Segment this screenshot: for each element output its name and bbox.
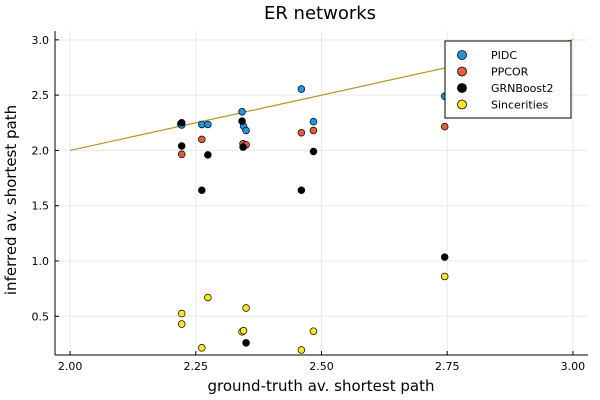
data-point (177, 119, 186, 127)
data-point (204, 120, 212, 129)
data-point (204, 151, 212, 159)
series-pidc-points (176, 85, 449, 135)
y-tick-label: 2.5 (32, 89, 50, 102)
chart-title: ER networks (264, 3, 376, 24)
data-point (177, 142, 186, 150)
data-point (242, 304, 250, 312)
data-point (440, 272, 449, 281)
data-point (177, 150, 186, 159)
data-point (297, 346, 306, 354)
series-sincerities-points (177, 272, 449, 354)
y-tick-label: 0.5 (32, 310, 50, 323)
axes (54, 31, 588, 356)
legend-label: GRNBoost2 (491, 82, 553, 95)
x-tick-label: 2.00 (58, 360, 83, 373)
data-point (309, 327, 318, 335)
data-point (198, 135, 206, 144)
x-tick-label: 2.25 (184, 360, 209, 373)
data-point (440, 122, 449, 131)
legend-label: Sincerities (491, 99, 549, 112)
legend-marker (457, 66, 467, 77)
data-point (242, 339, 250, 347)
x-tick-label: 2.75 (435, 360, 460, 373)
data-point (242, 126, 250, 135)
x-tick-label: 3.00 (561, 360, 586, 373)
data-point (297, 85, 306, 93)
data-point (239, 143, 247, 151)
legend-marker (457, 83, 467, 93)
y-tick-label: 3.0 (32, 34, 50, 47)
data-point (198, 344, 206, 352)
data-point (177, 309, 186, 318)
legend: PIDC PPCOR GRNBoost2 Sincerities (444, 40, 572, 119)
legend-marker (457, 50, 467, 60)
y-tick-labels: 0.5 1.0 1.5 2.0 2.5 3.0 (32, 34, 50, 323)
data-point (297, 128, 306, 137)
data-point (238, 107, 246, 116)
y-tick-label: 1.5 (32, 200, 50, 213)
data-point (177, 320, 186, 328)
legend-label: PIDC (491, 49, 517, 62)
x-tick-label: 2.50 (309, 360, 334, 373)
data-point (204, 293, 212, 302)
data-point (309, 147, 318, 156)
data-point (198, 186, 206, 194)
y-tick-label: 1.0 (32, 255, 50, 268)
data-point (238, 117, 246, 125)
y-tick-label: 2.0 (32, 144, 50, 157)
data-point (440, 253, 449, 261)
legend-marker (457, 99, 467, 110)
y-axis-label: inferred av. shortest path (2, 105, 20, 295)
series-grnboost2-points (177, 117, 449, 347)
data-points (176, 85, 449, 354)
data-point (309, 126, 318, 135)
data-point (297, 186, 306, 194)
data-point (309, 117, 318, 126)
data-point (239, 326, 248, 335)
x-tick-labels: 2.00 2.25 2.50 2.75 3.00 (58, 360, 585, 373)
legend-label: PPCOR (491, 66, 529, 79)
x-axis-label: ground-truth av. shortest path (208, 377, 435, 395)
